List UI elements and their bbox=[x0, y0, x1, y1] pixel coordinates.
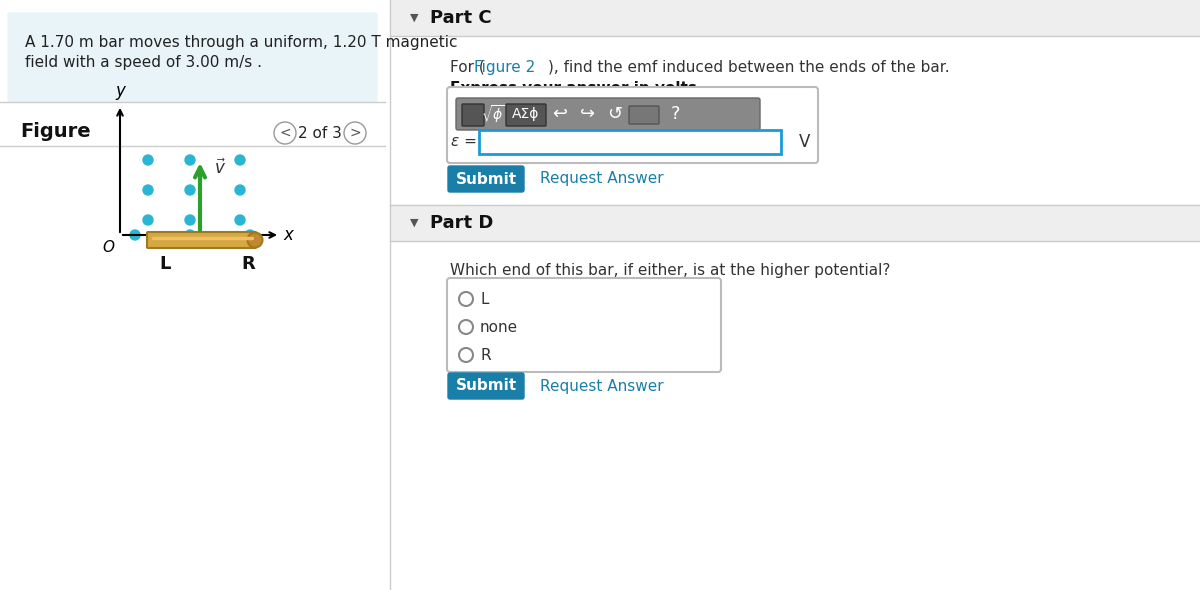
Text: $\vec{v}$: $\vec{v}$ bbox=[214, 158, 226, 178]
Text: ↺: ↺ bbox=[607, 105, 623, 123]
Text: ↩: ↩ bbox=[552, 105, 568, 123]
FancyBboxPatch shape bbox=[629, 106, 659, 124]
Text: none: none bbox=[480, 320, 518, 335]
Text: x: x bbox=[283, 226, 293, 244]
Text: O: O bbox=[102, 240, 114, 254]
Text: ▼: ▼ bbox=[410, 13, 419, 23]
Text: L: L bbox=[160, 255, 170, 273]
Circle shape bbox=[185, 155, 194, 165]
FancyBboxPatch shape bbox=[446, 87, 818, 163]
Text: Submit: Submit bbox=[456, 172, 516, 186]
Circle shape bbox=[344, 122, 366, 144]
Text: AΣϕ: AΣϕ bbox=[512, 107, 540, 121]
Circle shape bbox=[143, 155, 154, 165]
FancyBboxPatch shape bbox=[448, 373, 524, 399]
Circle shape bbox=[143, 215, 154, 225]
Text: field with a speed of 3.00 m/s .: field with a speed of 3.00 m/s . bbox=[25, 55, 262, 70]
Text: 2 of 3: 2 of 3 bbox=[298, 126, 342, 140]
FancyBboxPatch shape bbox=[506, 104, 546, 126]
Text: ▼: ▼ bbox=[410, 218, 419, 228]
Circle shape bbox=[458, 320, 473, 334]
FancyBboxPatch shape bbox=[446, 278, 721, 372]
FancyBboxPatch shape bbox=[8, 13, 377, 102]
Circle shape bbox=[235, 155, 245, 165]
FancyBboxPatch shape bbox=[456, 98, 760, 130]
Text: y: y bbox=[115, 82, 125, 100]
Text: Figure: Figure bbox=[20, 122, 91, 141]
Text: $\sqrt{\phi}$: $\sqrt{\phi}$ bbox=[481, 103, 505, 125]
Circle shape bbox=[130, 230, 140, 240]
Text: R: R bbox=[241, 255, 254, 273]
Circle shape bbox=[245, 230, 256, 240]
Circle shape bbox=[274, 122, 296, 144]
Text: V: V bbox=[799, 133, 810, 151]
Circle shape bbox=[458, 292, 473, 306]
FancyBboxPatch shape bbox=[462, 104, 484, 126]
Text: ), find the emf induced between the ends of the bar.: ), find the emf induced between the ends… bbox=[548, 60, 949, 75]
Text: <: < bbox=[280, 126, 290, 140]
FancyBboxPatch shape bbox=[148, 232, 256, 248]
Text: L: L bbox=[480, 291, 488, 306]
Text: A 1.70 m bar moves through a uniform, 1.20 T magnetic: A 1.70 m bar moves through a uniform, 1.… bbox=[25, 35, 457, 50]
FancyBboxPatch shape bbox=[479, 130, 781, 154]
Circle shape bbox=[235, 215, 245, 225]
Text: Part C: Part C bbox=[430, 9, 492, 27]
Text: For (: For ( bbox=[450, 60, 485, 75]
Text: Request Answer: Request Answer bbox=[540, 172, 664, 186]
Text: Express your answer in volts.: Express your answer in volts. bbox=[450, 81, 702, 96]
FancyBboxPatch shape bbox=[448, 166, 524, 192]
Circle shape bbox=[185, 215, 194, 225]
Circle shape bbox=[458, 348, 473, 362]
Text: Figure 2: Figure 2 bbox=[474, 60, 535, 75]
Text: ε =: ε = bbox=[451, 135, 478, 149]
Text: R: R bbox=[480, 348, 491, 362]
Text: >: > bbox=[349, 126, 361, 140]
Text: Which end of this bar, if either, is at the higher potential?: Which end of this bar, if either, is at … bbox=[450, 263, 890, 278]
Circle shape bbox=[143, 185, 154, 195]
Circle shape bbox=[185, 230, 194, 240]
Circle shape bbox=[235, 185, 245, 195]
Text: Request Answer: Request Answer bbox=[540, 379, 664, 394]
Circle shape bbox=[185, 185, 194, 195]
Circle shape bbox=[247, 232, 263, 247]
Text: Part D: Part D bbox=[430, 214, 493, 232]
Text: ↪: ↪ bbox=[581, 105, 595, 123]
Text: Submit: Submit bbox=[456, 379, 516, 394]
Text: ?: ? bbox=[671, 105, 679, 123]
